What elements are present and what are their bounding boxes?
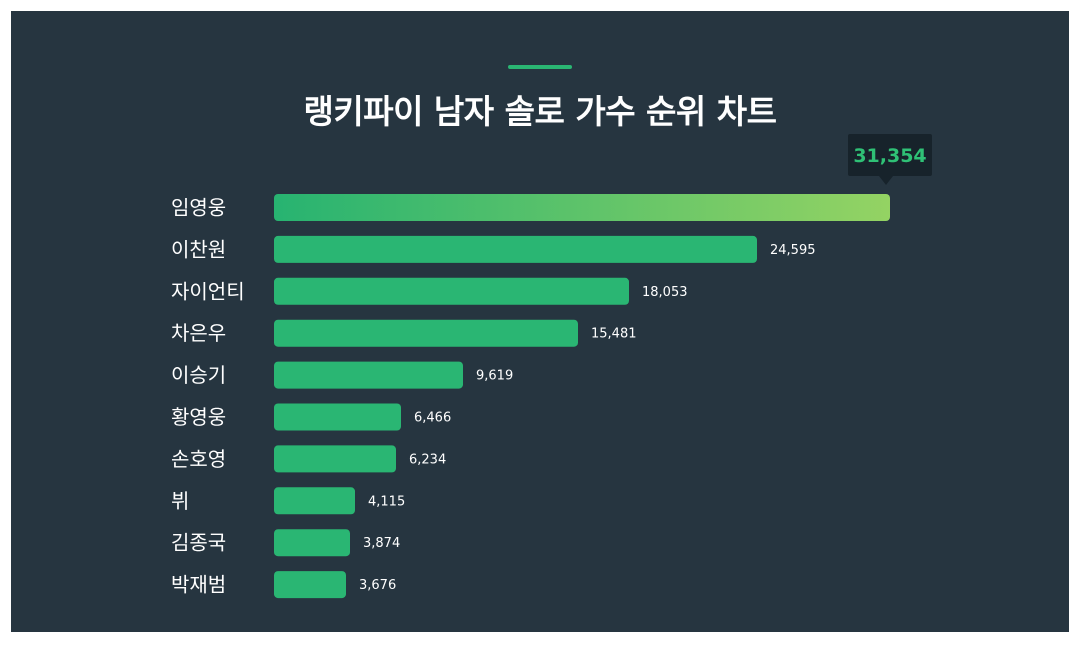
bar [274,319,578,347]
value-label: 3,676 [359,578,396,593]
value-label: 3,874 [363,536,400,551]
bar [274,361,463,389]
value-label: 6,466 [414,411,451,426]
bar [274,529,350,557]
category-label: 황영웅 [171,405,226,429]
category-label: 뷔 [171,489,189,513]
value-label: 6,234 [409,452,446,467]
chart-panel: 랭키파이 남자 솔로 가수 순위 차트 임영웅 31,354 이찬원 24,595 자이… [11,11,1069,632]
value-label: 31,354 [853,145,926,167]
chart-title: 랭키파이 남자 솔로 가수 순위 차트 [303,92,777,131]
value-label: 4,115 [368,494,405,509]
bar [274,487,355,515]
bar [274,194,890,221]
bar [274,445,396,473]
category-label: 이승기 [171,363,226,387]
category-label: 박재범 [171,573,226,597]
category-label: 자이언티 [171,279,245,303]
category-label: 차은우 [171,321,226,345]
bar [274,277,629,305]
category-label: 손호영 [171,447,226,471]
value-label: 15,481 [591,327,637,342]
bar [274,571,346,599]
value-tooltip [848,134,932,176]
value-label: 9,619 [476,369,513,384]
bar [274,403,401,431]
category-label: 이찬원 [171,237,226,261]
value-label: 24,595 [770,243,816,258]
category-label: 김종국 [171,531,226,555]
value-label: 18,053 [642,285,688,300]
title-accent-line [508,65,572,69]
category-label: 임영웅 [171,196,226,220]
tooltip-arrow [879,176,893,185]
bar [274,235,757,263]
bar-chart: 임영웅 31,354 이찬원 24,595 자이언티 18,053 차은우 15,481 이승기… [171,134,932,599]
